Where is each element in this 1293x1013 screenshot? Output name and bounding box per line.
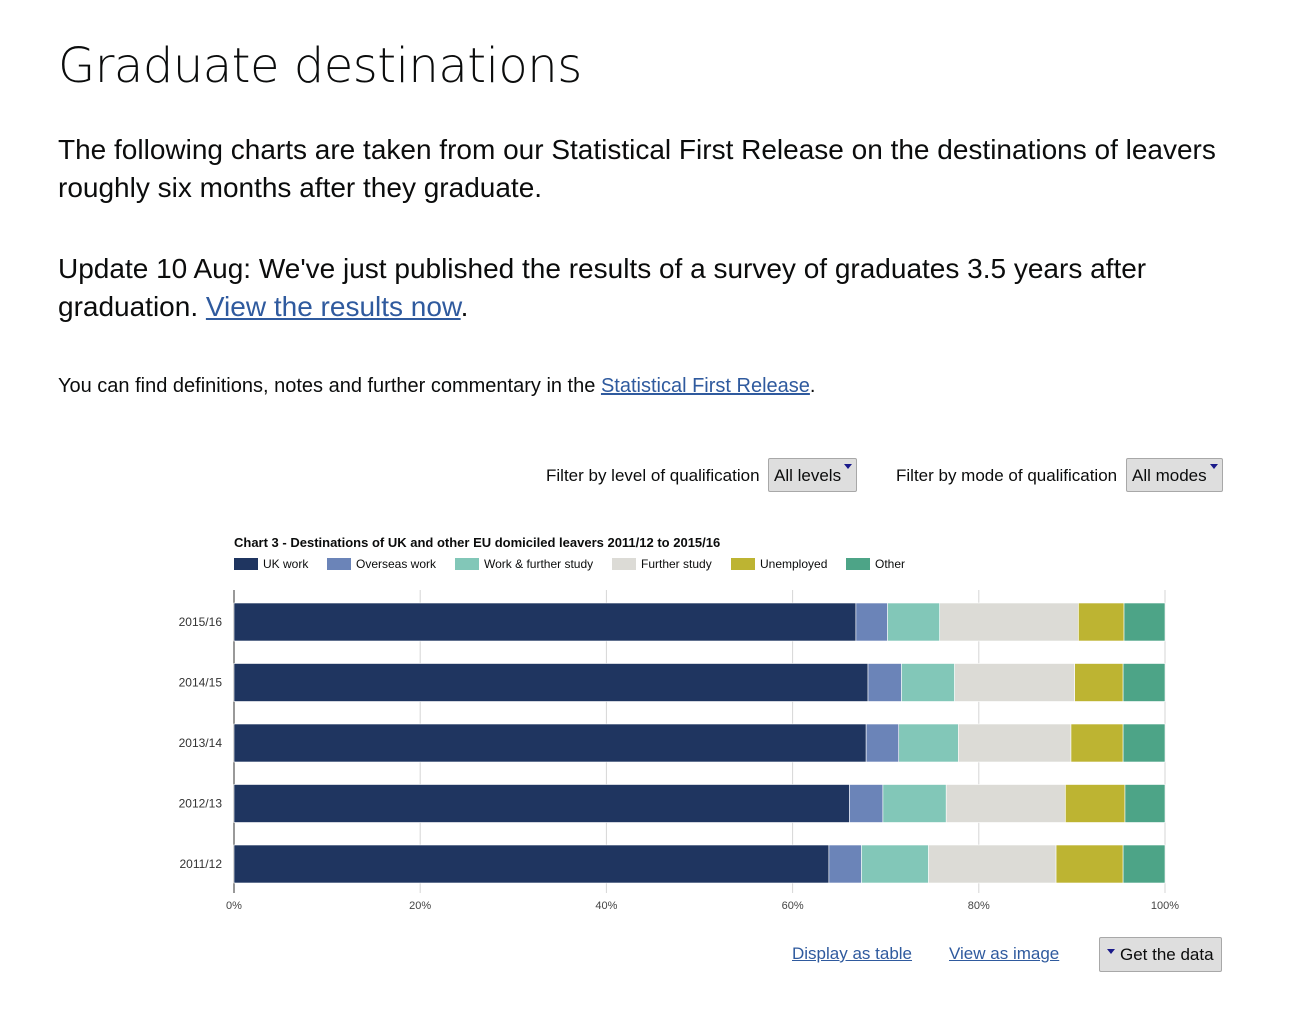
period: . [809, 375, 816, 397]
bar-segment [901, 663, 955, 702]
legend-label: Unemployed [760, 557, 828, 571]
bar-segment [958, 723, 1072, 763]
bar-segment [233, 602, 857, 642]
get-the-data-label: Get the data [1120, 945, 1214, 964]
y-tick-label: 2015/16 [179, 615, 223, 629]
view-results-link[interactable]: View the results now [205, 291, 461, 322]
legend-swatch [327, 558, 351, 570]
x-tick-label: 40% [595, 900, 617, 912]
bar-segment [1070, 723, 1124, 763]
bar-segment [1122, 844, 1166, 884]
statistical-first-release-link[interactable]: Statistical First Release [600, 375, 810, 397]
bar-segment [887, 602, 940, 642]
legend-swatch [731, 558, 755, 570]
update-text: Update 10 Aug: We've just published the … [58, 253, 1147, 322]
level-filter-label: Filter by level of qualification [546, 466, 760, 485]
view-as-image-link[interactable]: View as image [949, 944, 1060, 963]
bar-segment [1124, 784, 1166, 823]
legend-swatch [846, 558, 870, 570]
bar-segment [233, 844, 830, 884]
bar-segment [1078, 602, 1125, 642]
filter-bar: Filter by level of qualification All lev… [0, 458, 1293, 494]
bar-segment [945, 784, 1066, 823]
bar-segment [1055, 844, 1124, 884]
bar-segment [1065, 784, 1126, 823]
chevron-down-icon [844, 464, 852, 469]
stacked-bar-chart: 0% 20% 40% 60% 80% 100% 2015/16 2014/15 2013/14 2… [179, 590, 1179, 912]
legend-label: Other [875, 557, 906, 571]
bar-segment [861, 844, 929, 884]
definitions-text: You can find definitions, notes and furt… [58, 375, 596, 397]
page-title: Graduate destinations [58, 38, 582, 94]
bar-segment [1074, 663, 1124, 702]
bar-segment [867, 663, 902, 702]
legend-swatch [455, 558, 479, 570]
mode-filter-select[interactable]: All modes [1126, 458, 1223, 492]
legend-label: Overseas work [356, 557, 437, 571]
bar-segment [898, 723, 959, 763]
bar-segment [865, 723, 900, 763]
update-paragraph: Update 10 Aug: We've just published the … [58, 250, 1238, 326]
level-filter-select[interactable]: All levels [768, 458, 857, 492]
bar-segment [828, 844, 862, 884]
bar-segment [233, 784, 850, 823]
display-as-table-link[interactable]: Display as table [792, 944, 913, 963]
bar-segment [1122, 723, 1166, 763]
bar-segment [928, 844, 1057, 884]
bar-segment [233, 723, 867, 763]
bar-segment [882, 784, 947, 823]
chevron-down-icon [1210, 464, 1218, 469]
legend-swatch [234, 558, 258, 570]
legend-label: UK work [263, 557, 309, 571]
chart-title: Chart 3 - Destinations of UK and other E… [234, 535, 721, 550]
bar-segment [1123, 602, 1166, 642]
bar-segment [233, 663, 869, 702]
x-tick-label: 100% [1151, 900, 1179, 912]
y-tick-label: 2013/14 [179, 736, 223, 750]
get-the-data-button[interactable]: Get the data [1099, 937, 1222, 972]
intro-paragraph: The following charts are taken from our … [58, 134, 1216, 203]
x-tick-label: 20% [409, 900, 431, 912]
bar-segment [939, 602, 1079, 642]
chevron-down-icon [1107, 949, 1115, 954]
mode-filter-value: All modes [1132, 466, 1207, 485]
x-tick-label: 60% [782, 900, 804, 912]
y-tick-label: 2011/12 [180, 857, 223, 871]
definitions-paragraph: You can find definitions, notes and furt… [58, 372, 815, 400]
legend-label: Work & further study [484, 557, 594, 571]
y-tick-label: 2014/15 [179, 676, 223, 690]
bar-segment [954, 663, 1075, 702]
legend-swatch [612, 558, 636, 570]
level-filter-value: All levels [774, 466, 842, 485]
y-tick-label: 2012/13 [179, 797, 223, 811]
x-tick-label: 0% [226, 900, 242, 912]
bar-segment [855, 602, 888, 642]
mode-filter-label: Filter by mode of qualification [896, 466, 1118, 485]
period: . [460, 291, 469, 322]
legend-label: Further study [641, 557, 712, 571]
bar-segment [849, 784, 884, 823]
x-tick-label: 80% [968, 900, 990, 912]
bar-segment [1122, 663, 1166, 702]
